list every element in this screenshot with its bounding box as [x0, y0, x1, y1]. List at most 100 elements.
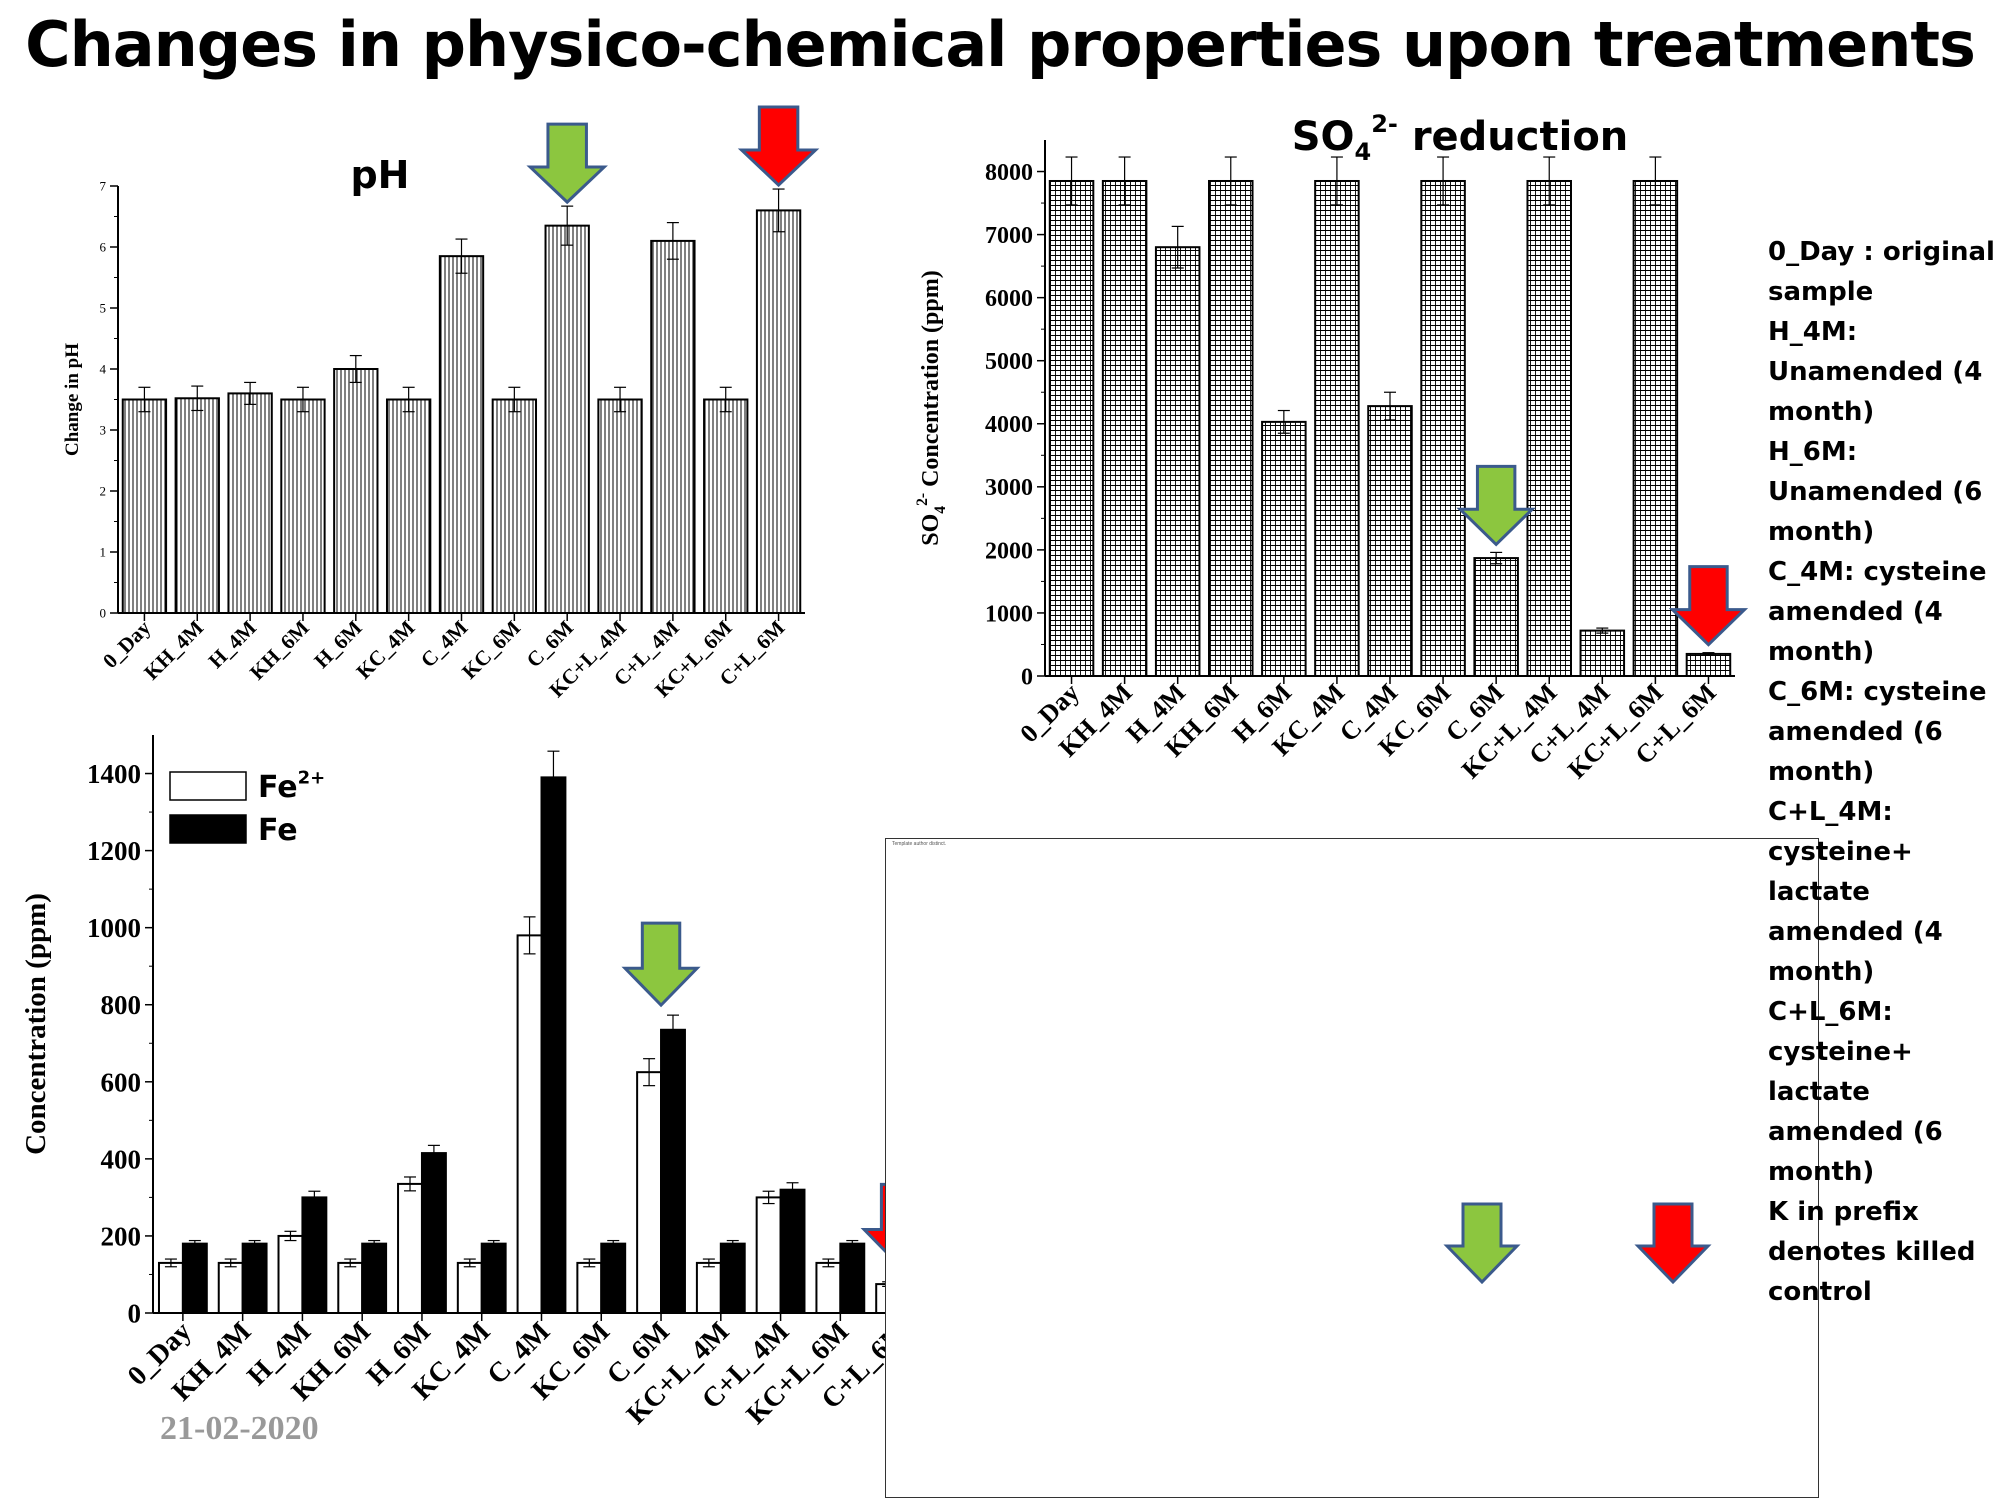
bar: [333, 368, 379, 614]
legend-line: sample: [1768, 277, 1874, 307]
y-tick-label: 0: [1021, 664, 1033, 690]
legend-line: month): [1768, 757, 1875, 787]
legend-line: H_4M:: [1768, 317, 1858, 347]
legend-line: C_6M: cysteine: [1768, 677, 1987, 707]
bar: [755, 209, 802, 615]
x-tick-label: KH_4M: [139, 615, 208, 684]
green-arrow-icon: [1443, 1202, 1521, 1284]
bar: [779, 1188, 806, 1314]
legend-label: Fe2+: [258, 768, 325, 806]
legend-line: C_4M: cysteine: [1768, 557, 1987, 587]
legend-line: Unamended (4: [1768, 357, 1983, 387]
y-axis-label: SO42- Concentration (ppm): [914, 270, 949, 545]
y-tick-label: 800: [101, 990, 142, 1020]
y-tick-label: 5000: [985, 349, 1033, 375]
red-arrow-icon: [1668, 565, 1749, 647]
bar: [1101, 179, 1148, 678]
legend-line: amended (4: [1768, 597, 1943, 627]
bar: [815, 1261, 842, 1315]
bar: [121, 398, 168, 614]
y-tick-label: 1400: [87, 759, 141, 789]
y-tick-label: 5: [100, 301, 107, 316]
bar: [576, 1261, 603, 1315]
bar: [1367, 405, 1413, 677]
bar: [636, 1071, 663, 1314]
legend-line: month): [1768, 957, 1875, 987]
legend-line: Unamended (6: [1768, 477, 1983, 507]
so4-chart: 0 1000 2000 3000 4000 5000 6000 7000 8000 SO42- C…: [914, 110, 1749, 784]
y-tick-label: 2: [100, 484, 107, 499]
bar: [660, 1028, 686, 1314]
bar: [397, 1182, 423, 1314]
bar: [301, 1196, 328, 1314]
bar: [361, 1242, 388, 1315]
fe-chart: 0 200 400 600 800 1000 1200 1400 Concentration (…: [20, 735, 940, 1431]
green-arrow-icon: [1456, 464, 1536, 547]
legend-line: amended (4: [1768, 917, 1943, 947]
bar: [695, 1261, 722, 1315]
red-arrow-icon: [1634, 1202, 1712, 1284]
abbreviation-legend: 0_Day : original sample H_4M: Unamended (4 m…: [1768, 232, 1996, 1312]
bar: [181, 1242, 208, 1315]
bar: [480, 1242, 507, 1315]
embedded-panel-caption: Template author distinct.: [892, 841, 947, 847]
legend-line: month): [1768, 517, 1875, 547]
bar: [174, 397, 220, 614]
y-tick-label: 1200: [87, 836, 141, 866]
bar: [1685, 652, 1732, 677]
green-arrow-icon: [621, 921, 701, 1008]
bar: [1420, 179, 1466, 678]
bar: [280, 398, 326, 614]
bar: [1314, 179, 1360, 678]
bar: [516, 934, 543, 1315]
bar: [337, 1261, 364, 1315]
legend-line: cysteine+ lactate: [1768, 1037, 1922, 1107]
bar: [597, 398, 643, 614]
bar: [241, 1242, 268, 1315]
y-tick-label: 0: [128, 1298, 142, 1328]
y-tick-label: 200: [101, 1221, 142, 1251]
y-tick-label: 6: [100, 240, 107, 255]
bar: [1208, 179, 1254, 678]
y-tick-label: 4: [100, 362, 107, 377]
y-tick-label: 1: [100, 545, 107, 560]
legend-line: cysteine+ lactate: [1768, 837, 1922, 907]
bar: [456, 1261, 483, 1315]
bar: [1579, 629, 1626, 678]
bar: [1526, 179, 1572, 678]
bar: [1632, 179, 1679, 678]
x-tick-label: KC_4M: [351, 615, 419, 683]
bar: [719, 1242, 746, 1315]
legend-line: H_6M:: [1768, 437, 1858, 467]
chart-title: pH: [350, 153, 409, 197]
embedded-blank-panel: Template author distinct.: [885, 838, 1819, 1498]
bar: [1154, 246, 1201, 677]
x-tick-label: KH_6M: [245, 615, 314, 684]
x-tick-label: KC_6M: [457, 615, 525, 683]
bar: [1473, 557, 1519, 677]
y-tick-label: 7: [100, 179, 107, 194]
slide-title: Changes in physico-chemical properties u…: [25, 8, 1976, 81]
y-tick-label: 3: [100, 423, 107, 438]
green-arrow-icon: [526, 122, 608, 205]
bar: [217, 1261, 244, 1315]
bar: [438, 255, 485, 615]
legend-line: amended (6: [1768, 1117, 1943, 1147]
bar: [839, 1242, 866, 1315]
bar: [540, 776, 567, 1315]
legend-line: amended (6: [1768, 717, 1943, 747]
bar: [491, 398, 538, 614]
bar: [755, 1196, 782, 1314]
bar: [385, 398, 432, 614]
legend-line: C+L_6M:: [1768, 997, 1893, 1027]
legend-line: 0_Day : original: [1768, 237, 1995, 267]
bar: [227, 392, 273, 614]
y-axis-label: Concentration (ppm): [20, 893, 52, 1155]
y-tick-label: 0: [100, 606, 107, 621]
legend-line: month): [1768, 397, 1875, 427]
legend-line: control: [1768, 1277, 1872, 1307]
bar: [277, 1234, 304, 1315]
red-arrow-icon: [737, 105, 820, 188]
slide-date: 21-02-2020: [160, 1410, 319, 1447]
